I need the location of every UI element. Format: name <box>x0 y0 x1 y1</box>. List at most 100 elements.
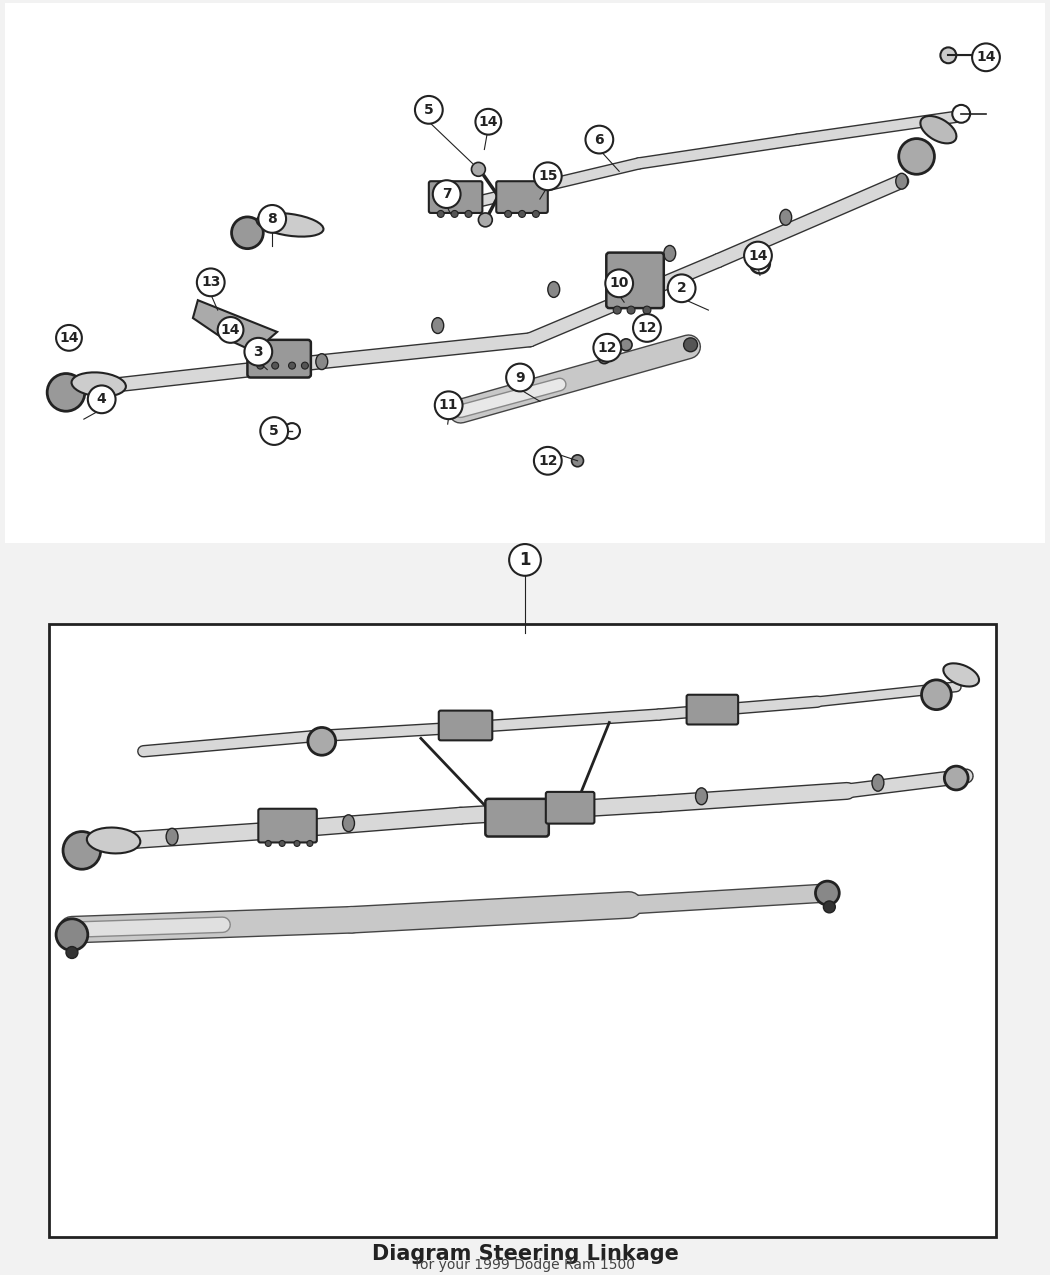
Circle shape <box>63 831 101 870</box>
Circle shape <box>308 728 336 755</box>
Circle shape <box>56 919 88 951</box>
Circle shape <box>88 385 116 413</box>
Circle shape <box>56 325 82 351</box>
Circle shape <box>816 881 839 905</box>
Circle shape <box>47 374 85 412</box>
Circle shape <box>260 417 288 445</box>
Circle shape <box>598 352 610 363</box>
Circle shape <box>532 210 540 218</box>
Circle shape <box>266 840 271 847</box>
Circle shape <box>744 242 772 269</box>
Text: 1: 1 <box>520 551 530 569</box>
Polygon shape <box>193 300 277 352</box>
FancyBboxPatch shape <box>439 710 492 741</box>
Circle shape <box>972 43 1000 71</box>
Circle shape <box>823 901 836 913</box>
Circle shape <box>258 205 286 233</box>
Circle shape <box>232 217 264 249</box>
Circle shape <box>613 306 622 314</box>
Circle shape <box>750 254 770 273</box>
Circle shape <box>571 455 584 467</box>
Ellipse shape <box>780 209 792 226</box>
Ellipse shape <box>921 116 957 143</box>
Circle shape <box>952 105 970 122</box>
Text: 15: 15 <box>538 170 558 184</box>
Circle shape <box>66 946 78 959</box>
Text: 8: 8 <box>268 212 277 226</box>
Text: 5: 5 <box>424 103 434 117</box>
Circle shape <box>435 391 463 419</box>
Circle shape <box>217 317 244 343</box>
FancyBboxPatch shape <box>546 792 594 824</box>
Ellipse shape <box>872 774 884 792</box>
Text: 2: 2 <box>677 282 687 296</box>
Ellipse shape <box>519 801 531 819</box>
Text: 14: 14 <box>479 115 498 129</box>
Circle shape <box>605 269 633 297</box>
FancyBboxPatch shape <box>258 808 317 843</box>
Circle shape <box>633 314 660 342</box>
Text: 3: 3 <box>253 344 264 358</box>
Circle shape <box>476 108 501 135</box>
Text: 4: 4 <box>97 393 106 407</box>
Ellipse shape <box>316 353 328 370</box>
Circle shape <box>433 180 461 208</box>
Circle shape <box>593 334 622 362</box>
Ellipse shape <box>87 827 141 853</box>
Circle shape <box>294 840 300 847</box>
Ellipse shape <box>664 246 676 261</box>
Text: 9: 9 <box>516 371 525 385</box>
Circle shape <box>519 210 525 218</box>
Bar <box>49 625 995 1237</box>
Circle shape <box>64 330 80 346</box>
Circle shape <box>899 139 934 175</box>
Ellipse shape <box>342 815 355 831</box>
Circle shape <box>506 363 533 391</box>
Ellipse shape <box>896 173 907 189</box>
Text: 6: 6 <box>594 133 604 147</box>
Text: 14: 14 <box>59 330 79 344</box>
Circle shape <box>627 306 635 314</box>
Circle shape <box>196 269 225 296</box>
Text: 12: 12 <box>637 321 656 335</box>
Circle shape <box>285 423 300 439</box>
Text: 10: 10 <box>609 277 629 291</box>
Ellipse shape <box>71 372 126 397</box>
Ellipse shape <box>943 663 979 686</box>
Circle shape <box>509 544 541 576</box>
Text: Diagram Steering Linkage: Diagram Steering Linkage <box>372 1244 678 1264</box>
Circle shape <box>668 274 695 302</box>
Circle shape <box>922 680 951 710</box>
Circle shape <box>289 362 295 368</box>
Text: 11: 11 <box>439 398 459 412</box>
Circle shape <box>621 339 632 351</box>
FancyBboxPatch shape <box>687 695 738 724</box>
Text: for your 1999 Dodge Ram 1500: for your 1999 Dodge Ram 1500 <box>415 1257 635 1271</box>
Ellipse shape <box>432 317 444 334</box>
Circle shape <box>261 423 277 439</box>
Circle shape <box>643 306 651 314</box>
Circle shape <box>586 126 613 153</box>
FancyBboxPatch shape <box>485 799 549 836</box>
Text: 7: 7 <box>442 187 452 201</box>
FancyBboxPatch shape <box>497 181 548 213</box>
Circle shape <box>471 162 485 176</box>
Circle shape <box>245 338 272 366</box>
Circle shape <box>437 210 444 218</box>
Text: 13: 13 <box>201 275 220 289</box>
Text: 14: 14 <box>220 323 240 337</box>
Ellipse shape <box>256 213 323 237</box>
Circle shape <box>439 400 457 418</box>
Circle shape <box>301 362 309 368</box>
Circle shape <box>533 448 562 474</box>
Circle shape <box>643 324 655 335</box>
Circle shape <box>479 213 492 227</box>
Circle shape <box>684 338 697 352</box>
Text: 12: 12 <box>538 454 558 468</box>
Text: 14: 14 <box>749 249 768 263</box>
Text: 12: 12 <box>597 340 617 354</box>
FancyBboxPatch shape <box>606 252 664 309</box>
Circle shape <box>224 325 237 339</box>
FancyBboxPatch shape <box>248 340 311 377</box>
Circle shape <box>272 362 278 368</box>
